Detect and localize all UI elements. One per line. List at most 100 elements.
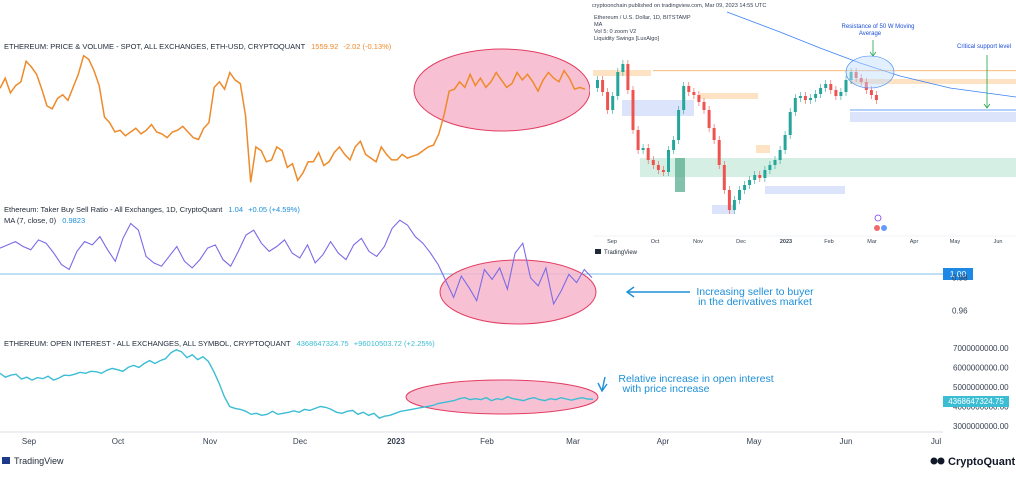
inset-note-support: Critical support level bbox=[957, 44, 1011, 50]
inset-zone bbox=[593, 70, 651, 76]
inset-x-tick-label: Nov bbox=[693, 239, 703, 245]
inset-event-icon bbox=[874, 214, 882, 222]
inset-background bbox=[590, 0, 1016, 260]
oi-value-badge bbox=[943, 396, 1009, 407]
inset-candle-body bbox=[621, 64, 625, 72]
oi-arrow-head-icon bbox=[597, 382, 608, 393]
inset-x-tick-label: Mar bbox=[867, 239, 877, 245]
price-change: -2.02 (-0.13%) bbox=[343, 42, 391, 51]
inset-highlight-ellipse bbox=[845, 55, 895, 89]
inset-candle-body bbox=[606, 92, 610, 110]
inset-candle-body bbox=[646, 148, 650, 160]
inset-candles bbox=[596, 60, 878, 214]
taker-annotation-line1: Increasing seller to buyer bbox=[696, 286, 814, 298]
tradingview-logo-text: TradingView bbox=[14, 456, 64, 466]
ma-title: MA (7, close, 0) bbox=[4, 216, 57, 225]
oi-highlight-ellipse bbox=[405, 379, 599, 415]
inset-candle-body bbox=[651, 160, 655, 165]
taker-header: Ethereum: Taker Buy Sell Ratio - All Exc… bbox=[4, 205, 300, 214]
inset-zone bbox=[765, 186, 845, 194]
tradingview-logo-icon bbox=[2, 457, 10, 464]
inset-candle-body bbox=[692, 92, 696, 95]
inset-arrow-down-icon bbox=[983, 103, 991, 109]
price-header: ETHEREUM: PRICE & VOLUME - SPOT, ALL EXC… bbox=[4, 42, 392, 51]
inset-candle-body bbox=[682, 86, 686, 110]
oi-y-tick: 6000000000.00 bbox=[953, 363, 1009, 372]
inset-candle-body bbox=[697, 95, 701, 102]
inset-tradingview-icon bbox=[595, 249, 601, 254]
ma-value: 0.9823 bbox=[62, 216, 85, 225]
inset-x-tick-label: Jun bbox=[994, 239, 1003, 245]
taker-value: 1.04 bbox=[228, 205, 243, 214]
inset-candle-body bbox=[824, 84, 828, 88]
taker-highlight-ellipse bbox=[439, 259, 597, 325]
inset-x-tick-label: May bbox=[950, 239, 961, 245]
price-panel: ETHEREUM: PRICE & VOLUME - SPOT, ALL EXC… bbox=[0, 42, 591, 183]
x-tick-label: Nov bbox=[203, 437, 217, 446]
inset-zone bbox=[640, 158, 1016, 177]
inset-zone bbox=[850, 79, 1016, 84]
oi-title: ETHEREUM: OPEN INTEREST - ALL EXCHANGES,… bbox=[4, 339, 291, 348]
inset-x-tick-label: Sep bbox=[607, 239, 617, 245]
x-tick-label: Apr bbox=[657, 437, 670, 446]
inset-x-tick-label: Dec bbox=[736, 239, 746, 245]
inset-candle-body bbox=[814, 94, 818, 98]
inset-candle-body bbox=[864, 82, 868, 90]
inset-candle-body bbox=[702, 102, 706, 110]
inset-candle-body bbox=[854, 72, 858, 78]
inset-candle-body bbox=[859, 78, 863, 82]
taker-arrow-head-icon bbox=[625, 286, 635, 298]
inset-x-tick-label: Oct bbox=[651, 239, 660, 245]
price-title: ETHEREUM: PRICE & VOLUME - SPOT, ALL EXC… bbox=[4, 42, 306, 51]
inset-candle-body bbox=[748, 180, 752, 185]
x-tick-label: Jul bbox=[931, 437, 941, 446]
oi-series-line bbox=[0, 349, 594, 420]
inset-candle-body bbox=[656, 165, 660, 170]
inset-candle-body bbox=[844, 80, 848, 92]
taker-change: +0.05 (+4.59%) bbox=[248, 205, 300, 214]
x-axis: Sep Oct Nov Dec 2023 Feb Mar Apr May Jun Jul bbox=[22, 437, 941, 446]
inset-header: cryptoonchain published on tradingview.c… bbox=[592, 3, 766, 9]
inset-title: Ethereum / U.S. Dollar, 1D, BITSTAMP bbox=[594, 15, 691, 21]
x-tick-label: Jun bbox=[840, 437, 853, 446]
tradingview-inset: cryptoonchain published on tradingview.c… bbox=[590, 0, 1016, 260]
inset-x-tick-label: 2023 bbox=[780, 239, 792, 245]
oi-change: +96010503.72 (+2.25%) bbox=[354, 339, 435, 348]
ma-header: MA (7, close, 0) 0.9823 bbox=[4, 216, 85, 225]
taker-y-tick: 0.98 bbox=[952, 274, 968, 283]
inset-candle-body bbox=[596, 80, 599, 88]
inset-candle-body bbox=[738, 190, 741, 200]
inset-candle-body bbox=[707, 110, 711, 128]
inset-candle-body bbox=[758, 175, 762, 178]
inset-event-icon bbox=[881, 225, 887, 231]
oi-value-badge-text: 4368647324.75 bbox=[948, 397, 1004, 406]
inset-candle-body bbox=[874, 95, 878, 100]
inset-candle-body bbox=[616, 72, 620, 96]
taker-panel: Ethereum: Taker Buy Sell Ratio - All Exc… bbox=[0, 205, 973, 325]
inset-candle-body bbox=[773, 160, 777, 165]
price-highlight-ellipse bbox=[413, 48, 591, 132]
oi-header: ETHEREUM: OPEN INTEREST - ALL EXCHANGES,… bbox=[4, 339, 435, 348]
inset-candle-body bbox=[722, 165, 726, 190]
taker-level-badge-text: 1.00 bbox=[950, 269, 967, 279]
inset-candle-body bbox=[763, 170, 767, 178]
x-tick-label: 2023 bbox=[387, 437, 405, 446]
inset-zone bbox=[712, 205, 734, 214]
inset-zone bbox=[700, 93, 758, 99]
x-tick-label: May bbox=[746, 437, 761, 446]
inset-candle-body bbox=[809, 98, 812, 100]
inset-candle-body bbox=[687, 86, 691, 92]
taker-title: Ethereum: Taker Buy Sell Ratio - All Exc… bbox=[4, 205, 223, 214]
inset-candle-body bbox=[803, 96, 807, 100]
inset-zone bbox=[622, 100, 694, 116]
inset-candle-body bbox=[834, 90, 838, 96]
inset-candle-body bbox=[793, 98, 797, 112]
inset-candle-body bbox=[667, 150, 670, 172]
inset-candle-body bbox=[636, 130, 640, 150]
inset-event-icon bbox=[874, 225, 880, 231]
x-tick-label: Oct bbox=[112, 437, 125, 446]
inset-candle-body bbox=[829, 84, 833, 90]
inset-candle-body bbox=[869, 90, 873, 95]
oi-y-tick: 3000000000.00 bbox=[953, 422, 1009, 431]
